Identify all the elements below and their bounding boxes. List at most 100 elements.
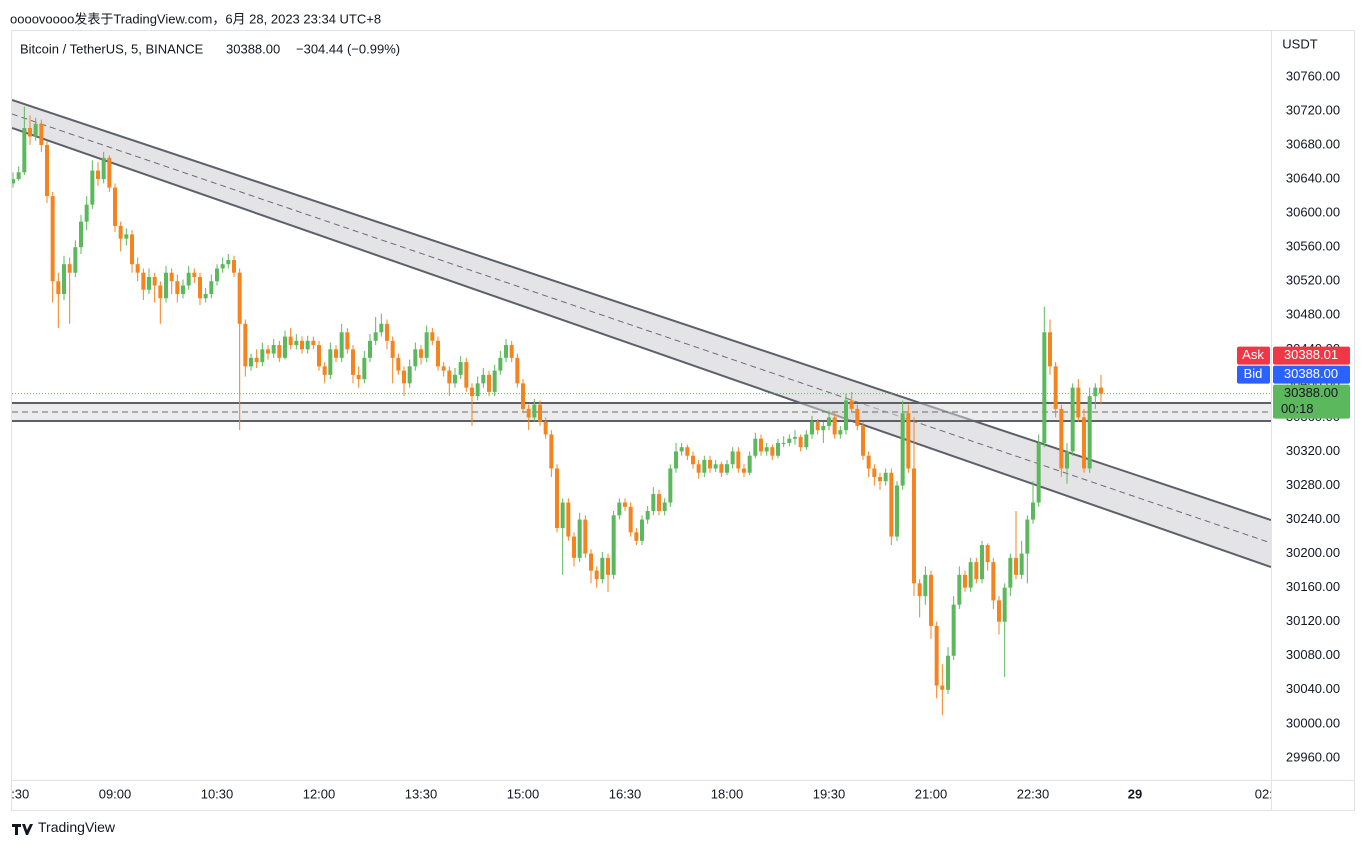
candle-body [198,276,202,299]
x-tick-label: 09:00 [99,786,132,801]
candle-body [345,332,350,350]
candle-body [339,332,344,358]
legend-change: −304.44 (−0.99%) [296,41,400,56]
candle-body [39,123,44,146]
channel [12,100,1271,567]
candle-body [84,204,89,222]
candle-body [611,515,616,575]
candle-body [203,294,208,299]
candle-body [79,221,83,248]
candle-body [249,357,253,367]
candle-body [861,425,865,456]
legend-last: 30388.00 [226,41,280,56]
y-tick-label: 29960.00 [1286,749,1340,764]
price-tag-name: Ask [1242,347,1264,362]
candle-body [713,464,718,469]
candle-body [623,502,627,507]
y-tick-label: 30640.00 [1286,171,1340,186]
candle-body [147,276,151,290]
candle-body [113,187,117,226]
candle-body [577,519,582,558]
candle-body [141,272,146,290]
candle-body [458,362,463,375]
candle-body [90,170,95,205]
price-tag-name-box [1237,365,1270,384]
y-tick-label: 30200.00 [1286,545,1340,560]
candle-body [487,374,491,392]
candle-body [1025,519,1030,554]
candle-body [226,259,231,265]
candle-body [186,272,191,286]
candle-body [390,340,395,358]
candle-body [963,574,967,588]
candle-body [815,421,820,431]
candle-body [560,502,565,529]
y-tick-label: 30680.00 [1286,136,1340,151]
candle-body [572,536,576,558]
candle-body [1070,387,1075,452]
candle-body [28,128,32,137]
candle-body [628,506,633,533]
candle-body [1036,442,1041,503]
y-tick-label: 30320.00 [1286,443,1340,458]
candle-body [237,272,242,324]
x-tick-label: 21:00 [915,786,948,801]
price-tag: 30388.01 [1284,347,1338,362]
price-tag-name: Bid [1244,366,1263,381]
candle-body [175,281,180,295]
x-tick-label: 15:00 [507,786,540,801]
y-tick-label: 30720.00 [1286,102,1340,117]
candle-body [594,570,599,580]
candle-body [317,345,321,367]
candle-body [923,574,928,597]
y-tick-label: 30120.00 [1286,613,1340,628]
candle-body [764,447,769,452]
candle-body [470,387,474,397]
candle-body [696,464,701,473]
candle-body [770,447,775,456]
candle-body [974,562,979,580]
candle-body [889,472,894,537]
candle-body [691,455,695,465]
candle-body [759,438,763,452]
candle-body [402,370,406,384]
y-tick-label: 30560.00 [1286,239,1340,254]
candle-body [12,179,15,184]
candle-body [747,455,752,473]
legend-title: Bitcoin / TetherUS, 5, BINANCE [20,41,204,56]
candle-body [793,436,797,439]
candle-body [753,438,758,456]
candle-body [45,145,49,197]
x-tick-label: 12:00 [303,786,336,801]
price-tag-box [1273,365,1350,384]
x-tick-label: 02:00 [1255,786,1288,801]
candle-body [419,349,423,358]
candle-body [606,557,610,575]
candle-body [980,545,984,580]
candle-body [1082,417,1086,469]
plot [12,99,1271,716]
currency: USDT [1282,36,1317,51]
logo-mark [12,824,33,835]
candle-body [589,553,593,571]
candle-body [107,157,112,188]
candle-body [351,349,355,375]
candle-body [498,357,503,371]
price-tag-name-box [1237,346,1270,365]
candle-body [555,468,559,529]
candle-body [311,340,316,346]
candle-body [1042,332,1047,443]
candle-body [685,447,690,456]
x-tick-label: 29 [1128,786,1142,801]
candle-body [368,340,372,358]
candle-body [968,562,973,588]
y-tick-label: 30280.00 [1286,477,1340,492]
candle-body [940,685,945,690]
time-axis: 07:30 09:00 10:30 12:00 13:30 15:00 16:30 18:00… [12,786,1288,801]
candle-body [33,123,38,137]
candle-body [742,468,746,473]
candle-body [730,451,735,465]
price-tag: 30388.00 [1284,366,1338,381]
y-tick-label: 30040.00 [1286,681,1340,696]
